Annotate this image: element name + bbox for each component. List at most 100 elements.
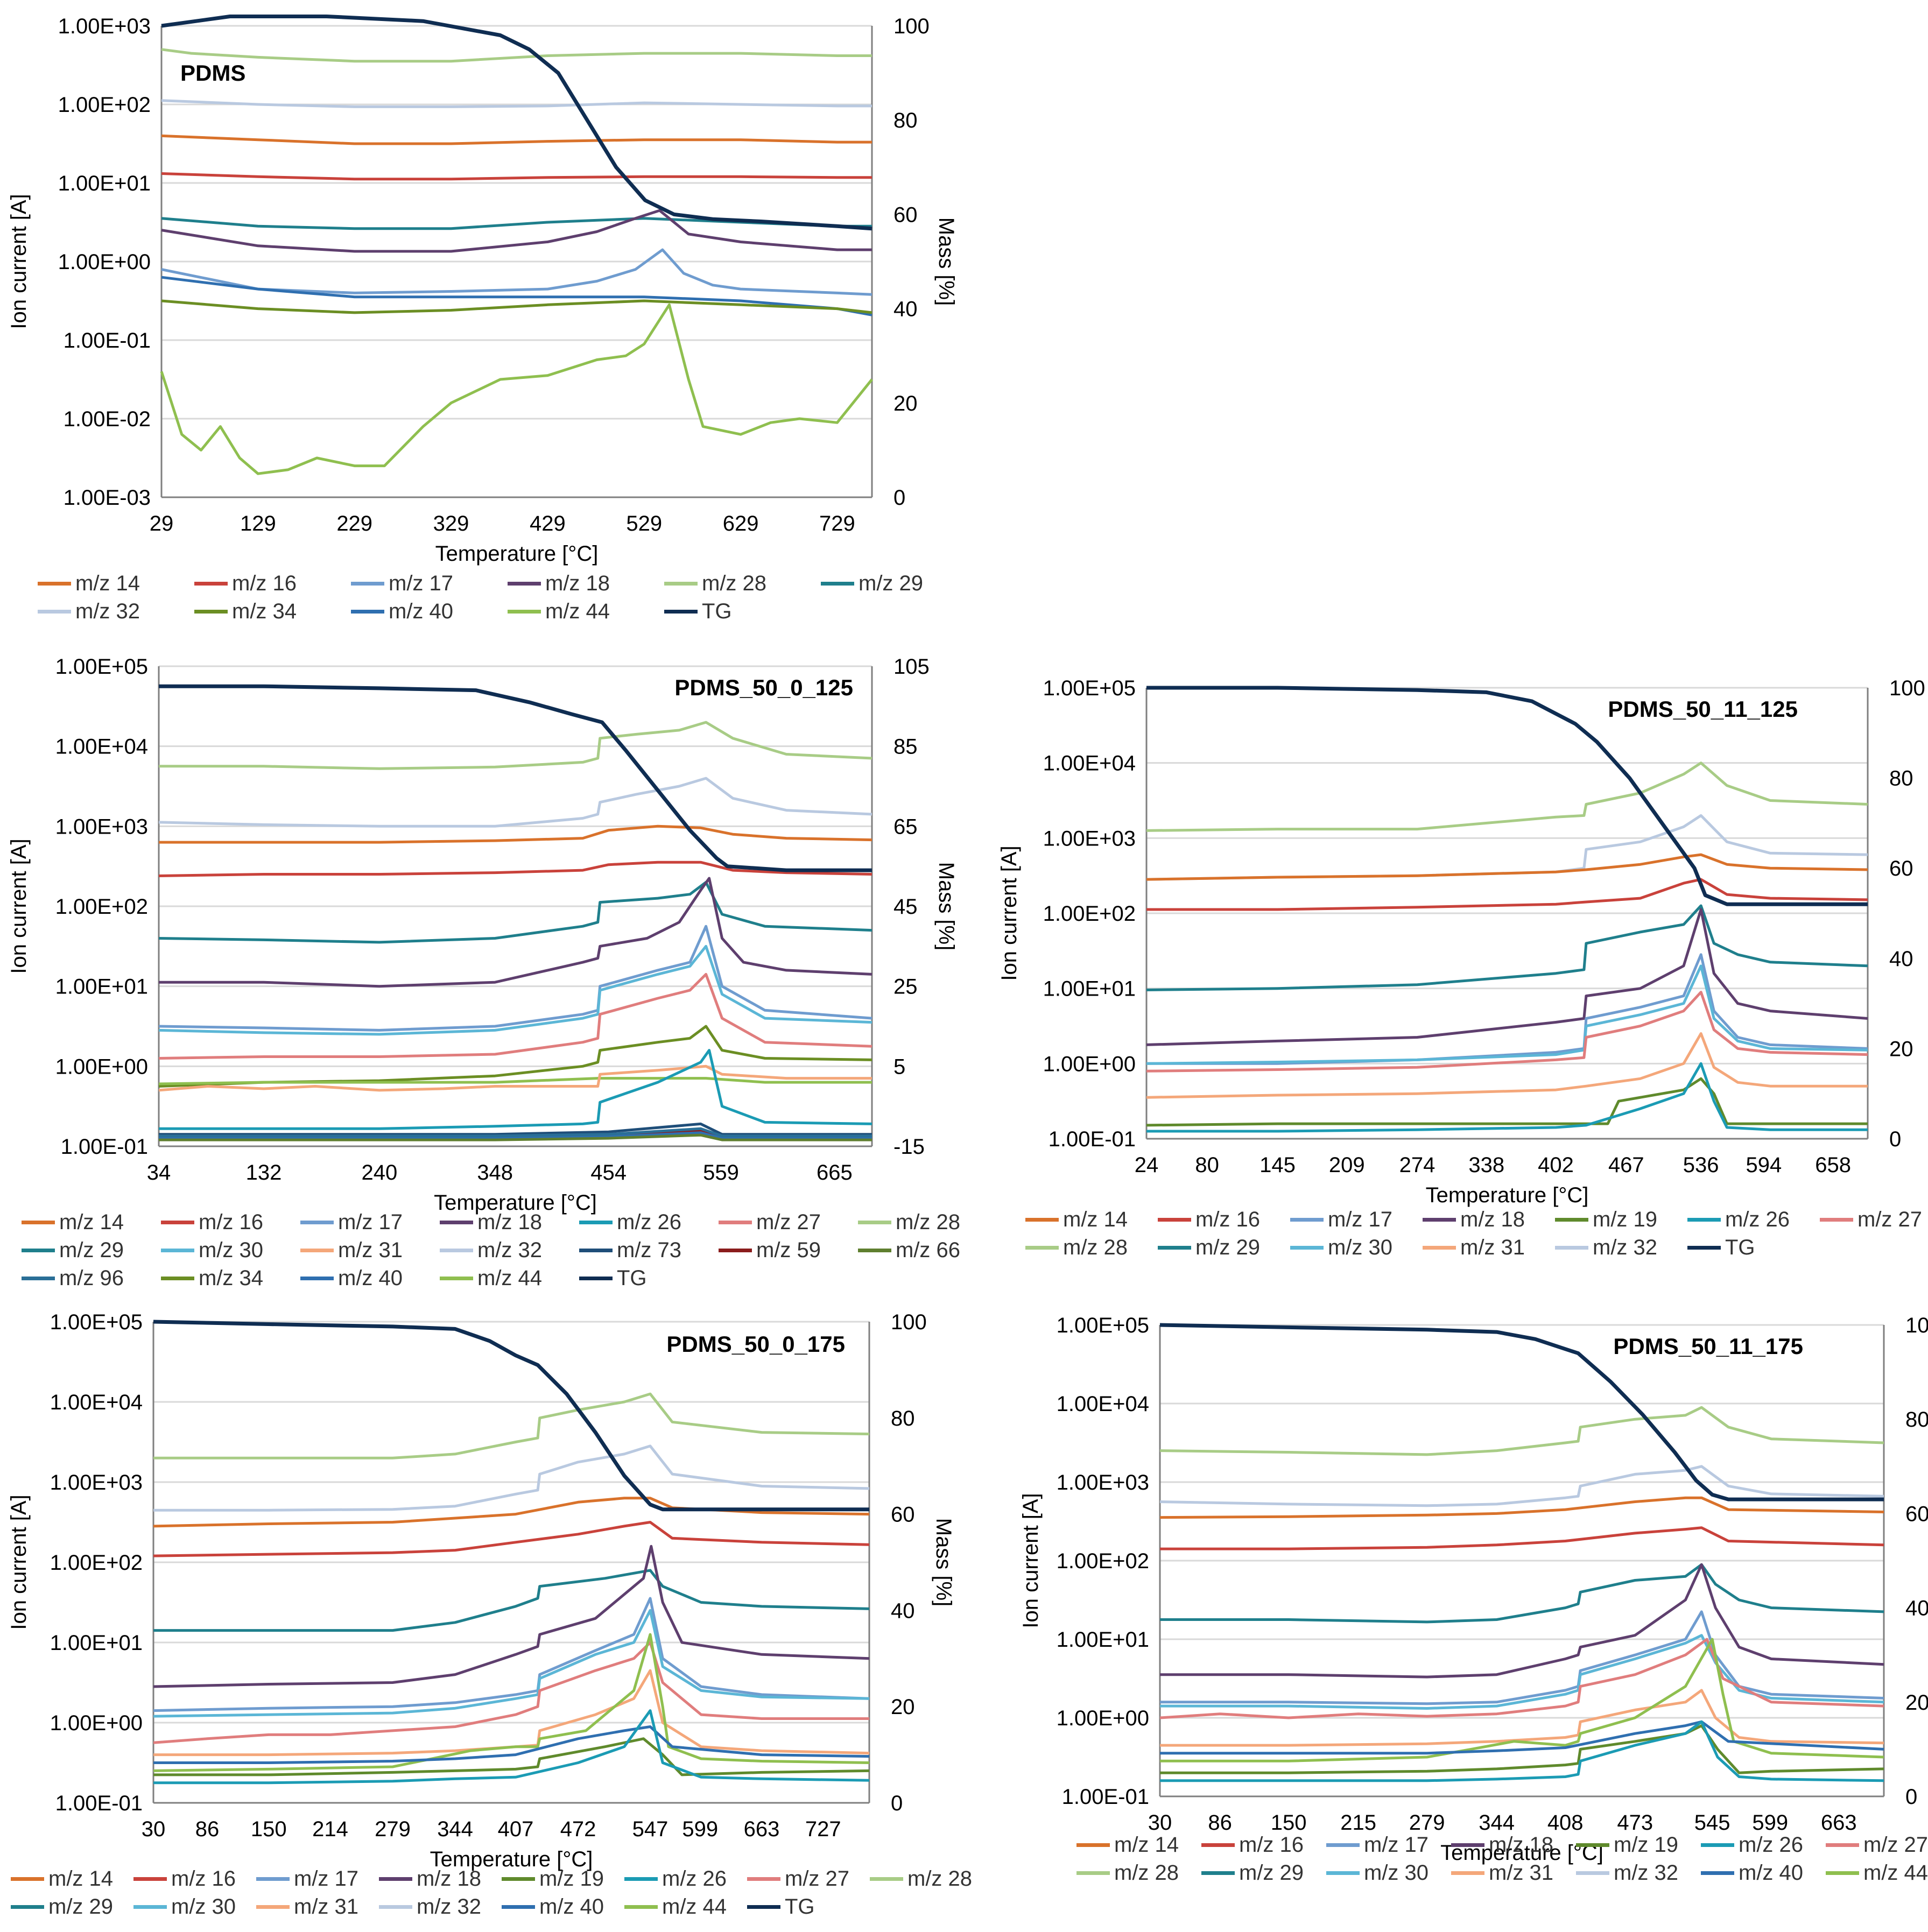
legend-item-m-z-32: m/z 32 [1576,1859,1698,1887]
series-line-m-z-27 [158,972,872,1060]
series-line-m-z-27 [153,1641,869,1744]
legend-item-m-z-30: m/z 30 [133,1893,253,1921]
legend-label: m/z 27 [1857,1207,1923,1231]
y2-tick-label: 20 [893,392,918,415]
chart-pdms-50-11-125: 1.00E-01 1.00E+00 1.00E+01 1.00E+02 1.00E+03… [990,667,1928,1216]
legend-label: m/z 30 [1328,1235,1393,1259]
legend-swatch [379,1877,412,1881]
legend-swatch [579,1248,613,1252]
series-line-m-z-16 [1146,878,1868,911]
x-tick-label: 129 [240,512,276,535]
series-line-m-z-40 [1160,1720,1884,1755]
legend-swatch [1826,1871,1859,1875]
x-tick-label: 467 [1608,1153,1644,1177]
y-tick-label: 1.00E-01 [1062,1785,1149,1809]
legend-pdms: m/z 14 m/z 16 m/z 17 m/z 18 m/z 28 m/z 29 m/z … [38,569,974,625]
x-tick-label: 599 [682,1817,718,1841]
legend-item-m-z-17: m/z 17 [1290,1205,1419,1233]
x-tick-label: 29 [150,512,174,535]
series-line-m-z-30 [1146,964,1868,1065]
legend-swatch [300,1248,334,1252]
x-tick-label: 629 [723,512,759,535]
legend-item-m-z-17: m/z 17 [256,1865,376,1893]
legend-item-m-z-26: m/z 26 [624,1865,744,1893]
legend-label: m/z 31 [294,1894,359,1919]
legend-swatch [1158,1245,1191,1250]
legend-item-m-z-17: m/z 17 [351,569,504,597]
legend-item-m-z-66: m/z 66 [858,1236,994,1264]
legend-label: m/z 44 [545,599,610,623]
series-line-m-z-32 [153,1444,870,1512]
x-tick-label: 329 [433,512,469,535]
y2-tick-label: 0 [891,1792,903,1815]
series-line-m-z-19 [1146,1077,1868,1127]
legend-item-m-z-32: m/z 32 [379,1893,498,1921]
legend-item-m-z-44: m/z 44 [440,1264,576,1292]
legend-item-m-z-40: m/z 40 [502,1893,621,1921]
legend-item-tg: TG [579,1264,715,1292]
legend-swatch [440,1248,473,1252]
legend-swatch [22,1248,55,1252]
series-line-m-z-26 [1160,1720,1884,1782]
series-line-m-z-14 [1146,853,1868,881]
series-line-m-z-26 [153,1709,870,1785]
legend-swatch [1423,1245,1456,1250]
legend-label: m/z 17 [294,1866,359,1891]
legend-item-m-z-27: m/z 27 [1820,1205,1928,1233]
series-line-m-z-31 [153,1669,870,1757]
legend-swatch [1576,1871,1609,1875]
y2-tick-label: 0 [1905,1785,1917,1809]
y2-tick-label: -15 [893,1135,925,1159]
y-tick-label: 1.00E+04 [1043,752,1136,775]
legend-item-tg: TG [664,597,818,625]
x-tick-label: 663 [744,1817,780,1841]
legend-swatch [379,1905,412,1909]
y-tick-label: 1.00E+01 [1043,977,1136,1001]
y2-tick-label: 85 [893,735,918,759]
y2-tick-label: 60 [891,1503,915,1527]
legend-swatch [1025,1217,1059,1222]
y2-tick-label: 40 [1889,947,1913,971]
legend-label: m/z 28 [702,571,767,595]
legend-label: TG [702,599,732,623]
x-tick-label: 658 [1815,1153,1851,1177]
legend-label: m/z 44 [1863,1860,1928,1885]
legend-label: m/z 29 [859,571,924,595]
y-tick-label: 1.00E-03 [64,486,151,510]
legend-swatch [1025,1245,1059,1250]
x-tick-label: 240 [361,1161,397,1184]
series-line-m-z-28 [153,1392,870,1459]
series-line-m-z-18 [159,877,872,988]
legend-label: m/z 16 [171,1866,236,1891]
y-tick-label: 1.00E+04 [1057,1392,1149,1416]
y2-tick-label: 65 [893,815,918,838]
legend-item-m-z-17: m/z 17 [300,1208,437,1236]
y2-tick-label: 20 [1889,1037,1913,1061]
y-tick-label: 1.00E+01 [55,975,148,999]
legend-label: m/z 32 [1614,1860,1679,1885]
y-tick-label: 1.00E+00 [1057,1707,1149,1730]
legend-item-m-z-30: m/z 30 [161,1236,297,1264]
legend-item-m-z-29: m/z 29 [1158,1233,1287,1261]
legend-swatch [256,1905,290,1909]
legend-item-m-z-32: m/z 32 [440,1236,576,1264]
legend-label: m/z 18 [417,1866,482,1891]
legend-item-m-z-31: m/z 31 [1451,1859,1573,1887]
legend-label: m/z 30 [199,1238,264,1262]
y-tick-label: 1.00E-01 [61,1135,148,1159]
legend-item-m-z-73: m/z 73 [579,1236,715,1264]
x-tick-label: 429 [530,512,566,535]
y-tick-label: 1.00E+05 [1043,676,1136,700]
chart-svg-pdms-50-11-125: 1.00E-01 1.00E+00 1.00E+01 1.00E+02 1.00E+03… [997,676,1925,1207]
legend-swatch [38,609,71,614]
x-tick-label: 529 [626,512,662,535]
legend-item-m-z-18: m/z 18 [508,569,661,597]
x-tick-label: 229 [336,512,372,535]
legend-swatch [38,581,71,586]
legend-label: m/z 31 [338,1238,403,1262]
legend-item-m-z-44: m/z 44 [1826,1859,1928,1887]
chart-pdms: 1.00E-03 1.00E-02 1.00E-01 1.00E+00 1.00E+01… [0,0,958,566]
legend-pdms-50-11-125: m/z 14 m/z 16 m/z 17 m/z 18 m/z 19 m/z 26 m/z … [1025,1205,1928,1261]
legend-swatch [664,581,698,586]
legend-label: m/z 28 [896,1210,961,1234]
